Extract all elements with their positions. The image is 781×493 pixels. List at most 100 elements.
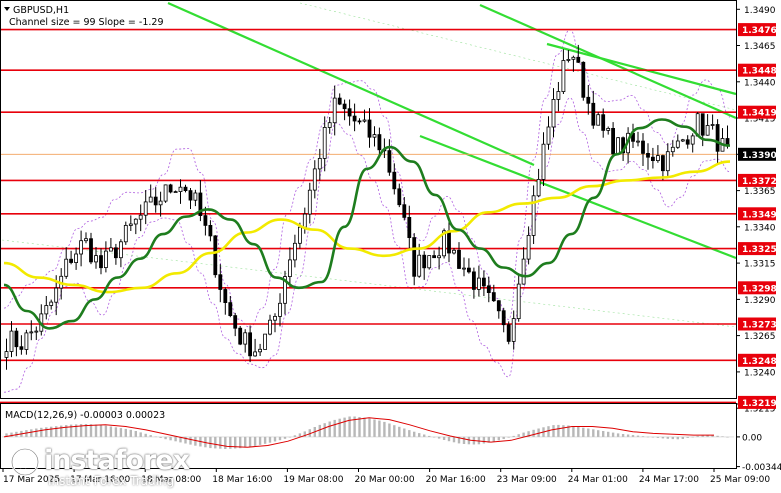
candle bbox=[466, 258, 471, 274]
indicator-subtitle: Channel size = 99 Slope = -1.29 bbox=[9, 17, 164, 28]
macd-histogram-bar bbox=[124, 428, 127, 437]
macd-histogram-bar bbox=[671, 436, 674, 440]
level-tag: 1.3476 bbox=[738, 23, 777, 37]
candle-body bbox=[29, 331, 34, 334]
candle-body bbox=[14, 330, 19, 348]
candle bbox=[327, 117, 332, 134]
candle bbox=[377, 127, 382, 156]
level-tag-bg bbox=[738, 173, 776, 187]
candle-body bbox=[198, 192, 203, 217]
macd-histogram-bar bbox=[134, 431, 137, 437]
candle bbox=[432, 250, 437, 259]
candle bbox=[641, 133, 645, 166]
candle-body bbox=[476, 277, 481, 290]
candle-body bbox=[442, 230, 447, 257]
level-tag-label: 1.3448 bbox=[742, 67, 777, 77]
macd-histogram-bar bbox=[278, 436, 282, 441]
candle-body bbox=[466, 267, 471, 273]
candle-body bbox=[302, 213, 307, 228]
watermark: instaforex Instant Forex Trading bbox=[8, 441, 208, 488]
level-tag: 1.3219 bbox=[738, 395, 777, 409]
candle-body bbox=[312, 168, 317, 191]
macd-histogram-bar bbox=[209, 436, 212, 449]
candle-body bbox=[501, 310, 506, 326]
macd-histogram-bar bbox=[537, 428, 540, 437]
macd-histogram-bar bbox=[328, 421, 331, 437]
candle-body bbox=[278, 302, 282, 317]
macd-histogram-bar bbox=[602, 431, 605, 437]
macd-histogram-bar bbox=[398, 426, 401, 437]
watermark-name: instaforex bbox=[44, 445, 190, 476]
macd-histogram-bar bbox=[457, 436, 461, 444]
macd-histogram-bar bbox=[333, 419, 336, 437]
chart-menu-triangle-icon[interactable] bbox=[4, 7, 10, 11]
candle-body bbox=[581, 61, 586, 98]
candle bbox=[357, 118, 362, 125]
candle-body bbox=[317, 157, 322, 170]
x-tick-label: 23 Mar 09:00 bbox=[497, 475, 557, 485]
macd-histogram-bar bbox=[253, 436, 257, 446]
candle bbox=[218, 264, 223, 303]
macd-histogram-bar bbox=[10, 432, 13, 437]
candle bbox=[352, 103, 357, 132]
candle-body bbox=[506, 324, 511, 342]
candle bbox=[24, 329, 29, 355]
candle bbox=[183, 184, 188, 193]
candle-body bbox=[422, 254, 427, 269]
candle-body bbox=[407, 216, 412, 238]
macd-histogram-bar bbox=[139, 432, 142, 437]
macd-histogram-bar bbox=[338, 418, 341, 437]
macd-histogram-bar bbox=[189, 436, 192, 445]
candle bbox=[263, 333, 268, 350]
candle bbox=[243, 329, 248, 353]
candle-body bbox=[551, 99, 556, 128]
macd-histogram-bar bbox=[65, 425, 68, 437]
level-tag-bg bbox=[738, 23, 776, 37]
candle-body bbox=[690, 135, 695, 145]
macd-histogram-bar bbox=[428, 435, 431, 437]
macd-histogram-bar bbox=[84, 424, 88, 437]
macd-histogram-bar bbox=[214, 436, 217, 449]
level-tag-bg bbox=[738, 207, 776, 221]
macd-histogram-bar bbox=[149, 435, 152, 437]
y-tick-label: 1.3465 bbox=[744, 42, 776, 52]
macd-histogram-bar bbox=[288, 436, 292, 438]
candle-body bbox=[268, 319, 272, 335]
macd-histogram-bar bbox=[666, 436, 669, 439]
candle-body bbox=[218, 274, 223, 290]
candle-body bbox=[685, 139, 690, 145]
macd-histogram-bar bbox=[437, 436, 441, 439]
candle-body bbox=[601, 114, 606, 131]
candle bbox=[367, 108, 372, 148]
candle bbox=[372, 126, 377, 147]
candle bbox=[342, 99, 347, 121]
candle-body bbox=[392, 171, 397, 190]
macd-histogram-bar bbox=[447, 436, 451, 442]
candle-body bbox=[496, 300, 501, 312]
level-tag-label: 1.3476 bbox=[742, 26, 777, 36]
candle-body bbox=[417, 254, 422, 277]
macd-histogram-bar bbox=[60, 425, 63, 437]
candle-body bbox=[342, 103, 347, 110]
candle bbox=[138, 204, 143, 232]
macd-histogram-bar bbox=[626, 434, 630, 437]
candle bbox=[198, 180, 203, 222]
candle-body bbox=[248, 332, 253, 357]
candle-body bbox=[367, 119, 372, 138]
level-tag: 1.3419 bbox=[738, 105, 777, 119]
macd-histogram-bar bbox=[343, 417, 346, 437]
macd-histogram-bar bbox=[418, 433, 421, 437]
candle-body bbox=[402, 204, 407, 218]
level-tag-bg bbox=[738, 353, 776, 367]
y-tick-label: 1.3365 bbox=[744, 187, 776, 197]
macd-histogram-bar bbox=[487, 436, 490, 443]
macd-histogram-bar bbox=[681, 436, 684, 439]
candle bbox=[322, 116, 327, 172]
macd-signal-line bbox=[3, 417, 714, 448]
macd-histogram-bar bbox=[656, 436, 660, 438]
candle bbox=[496, 300, 501, 319]
channel-guide-line bbox=[1, 239, 737, 328]
candle bbox=[680, 138, 685, 142]
macd-histogram-bar bbox=[597, 430, 600, 437]
